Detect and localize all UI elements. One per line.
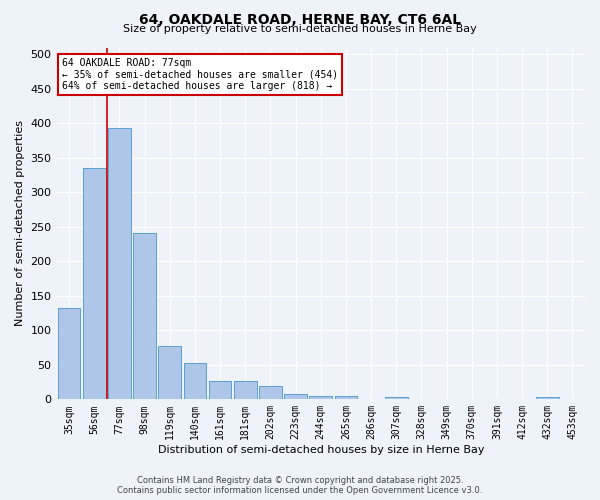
Bar bbox=[133, 233, 156, 400]
Text: Size of property relative to semi-detached houses in Herne Bay: Size of property relative to semi-detach… bbox=[123, 24, 477, 34]
Text: Contains HM Land Registry data © Crown copyright and database right 2025.
Contai: Contains HM Land Registry data © Crown c… bbox=[118, 476, 482, 495]
Bar bbox=[83, 168, 106, 400]
Bar bbox=[335, 396, 357, 400]
Bar bbox=[58, 308, 80, 400]
Bar bbox=[108, 128, 131, 400]
Text: 64, OAKDALE ROAD, HERNE BAY, CT6 6AL: 64, OAKDALE ROAD, HERNE BAY, CT6 6AL bbox=[139, 12, 461, 26]
Bar bbox=[310, 396, 332, 400]
X-axis label: Distribution of semi-detached houses by size in Herne Bay: Distribution of semi-detached houses by … bbox=[158, 445, 484, 455]
Bar bbox=[284, 394, 307, 400]
Bar bbox=[259, 386, 282, 400]
Bar bbox=[158, 346, 181, 400]
Bar bbox=[209, 380, 232, 400]
Bar bbox=[385, 396, 407, 400]
Bar bbox=[234, 380, 257, 400]
Bar bbox=[184, 364, 206, 400]
Text: 64 OAKDALE ROAD: 77sqm
← 35% of semi-detached houses are smaller (454)
64% of se: 64 OAKDALE ROAD: 77sqm ← 35% of semi-det… bbox=[62, 58, 338, 92]
Y-axis label: Number of semi-detached properties: Number of semi-detached properties bbox=[15, 120, 25, 326]
Bar bbox=[536, 396, 559, 400]
